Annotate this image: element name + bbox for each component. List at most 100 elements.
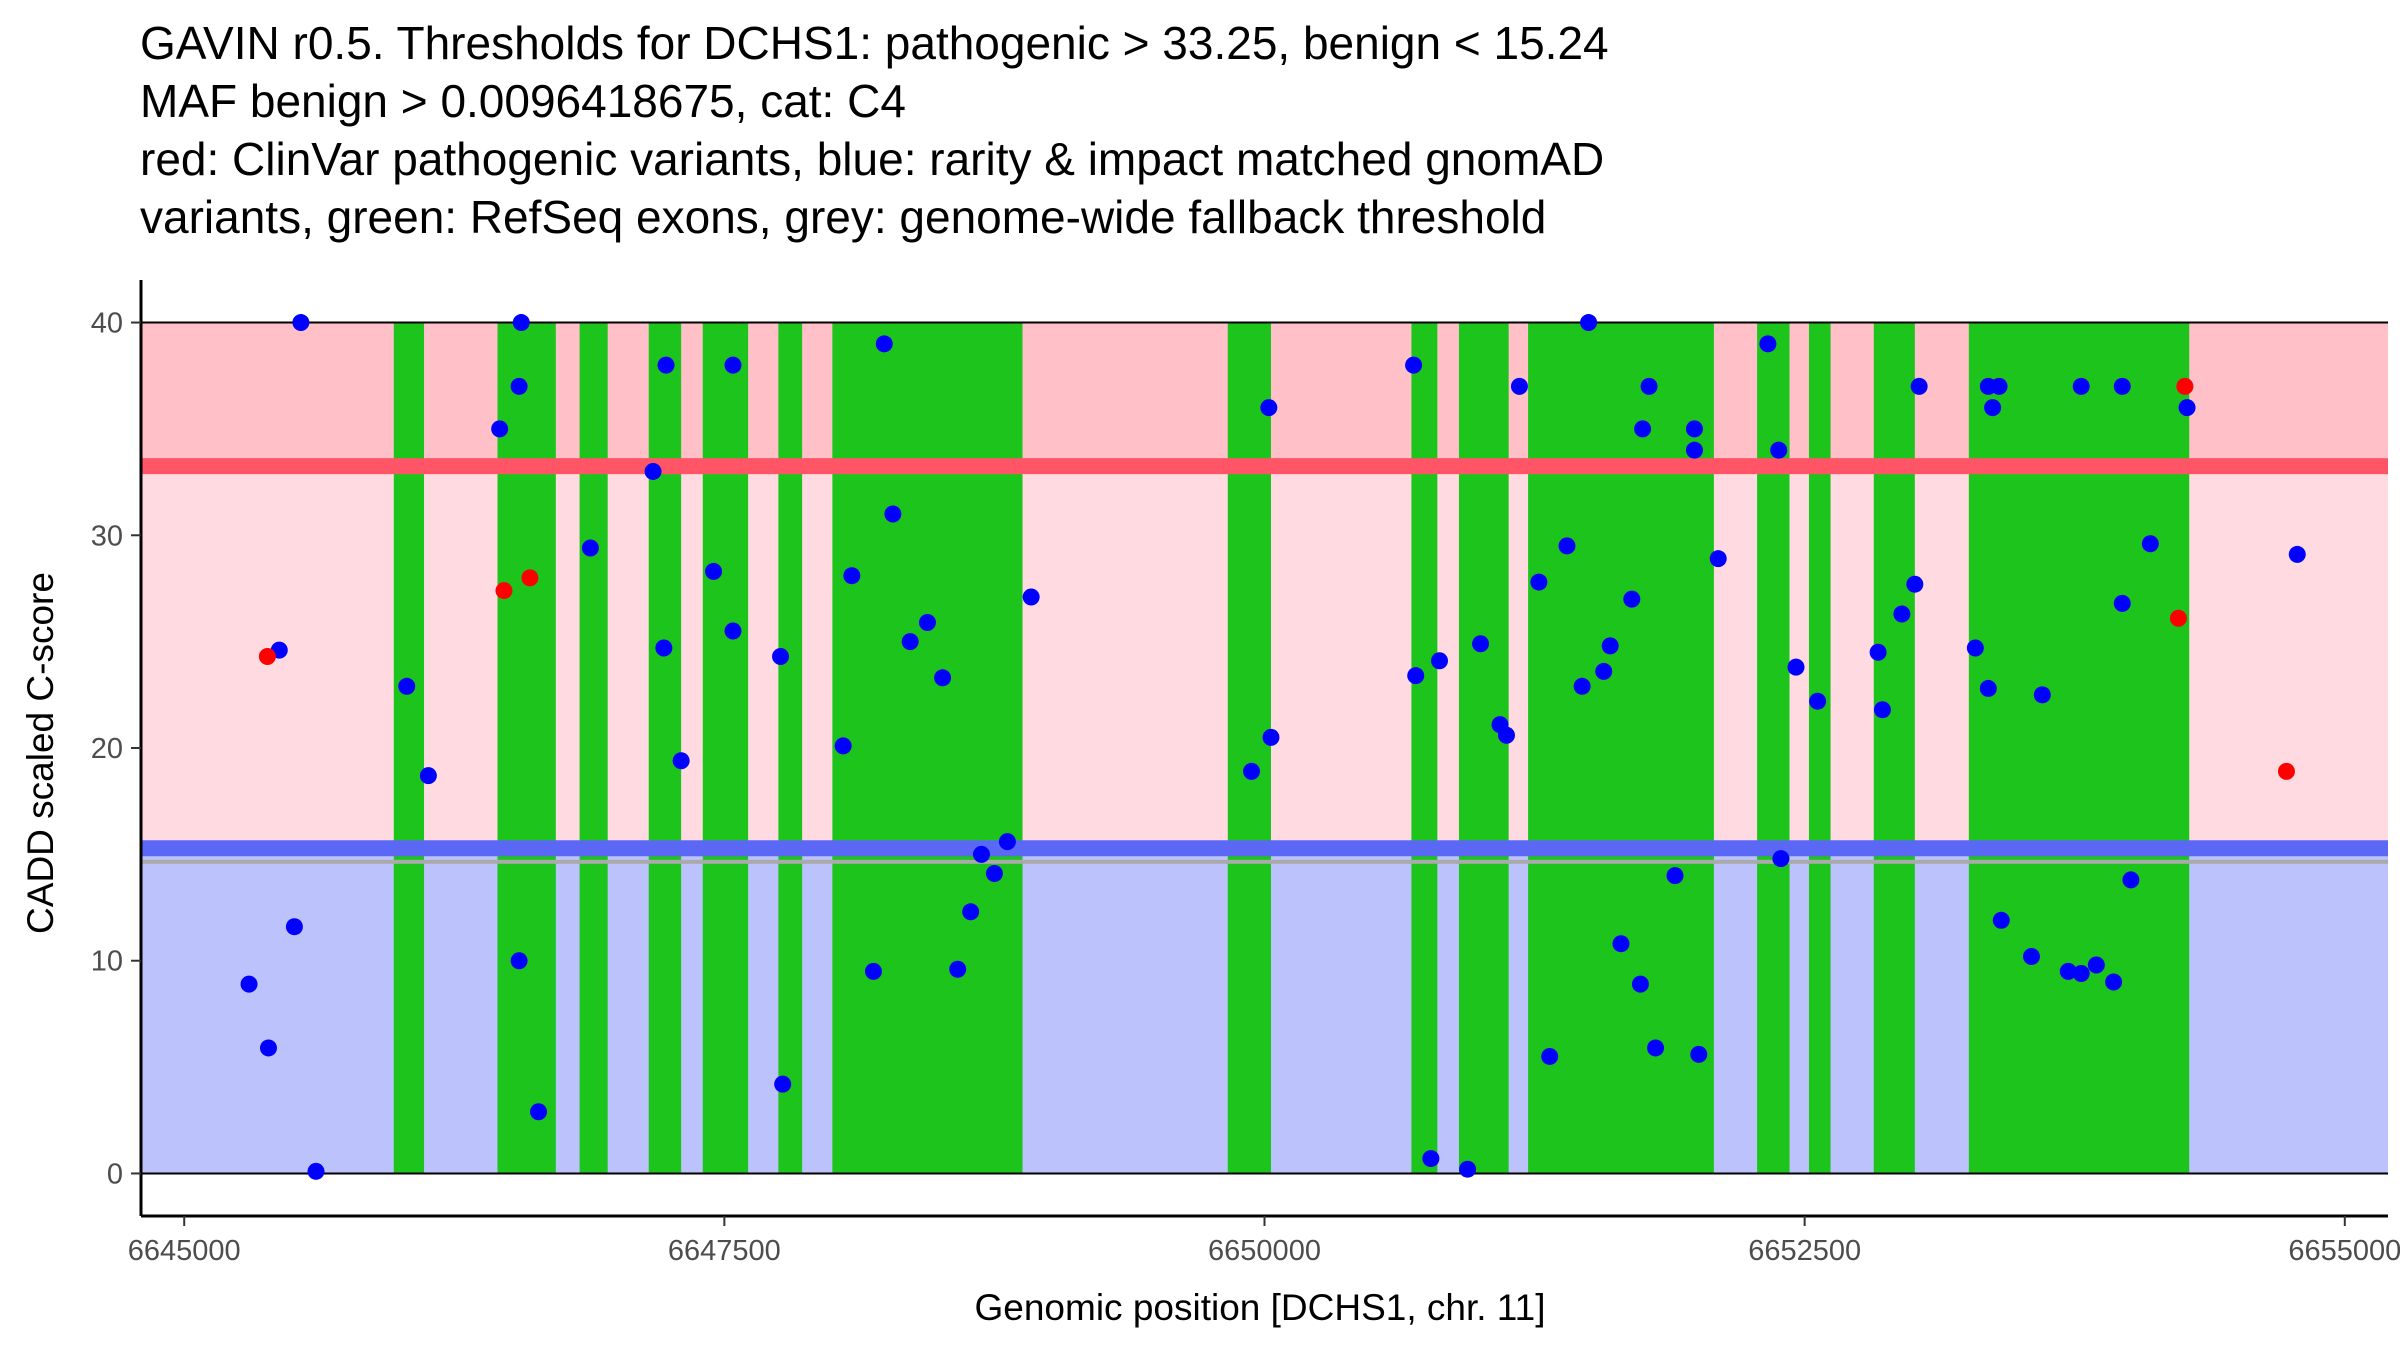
clinvar-point	[2169, 609, 2187, 627]
gnomad-point	[724, 356, 742, 374]
gnomad-point	[1623, 590, 1641, 608]
gnomad-point	[2113, 377, 2131, 395]
gnomad-point	[240, 975, 258, 993]
gnomad-point	[843, 567, 861, 585]
gnomad-point	[1459, 1160, 1477, 1178]
y-tick-label: 10	[91, 946, 123, 978]
gnomad-point	[2122, 871, 2140, 889]
x-tick-label: 6652500	[1748, 1235, 1861, 1267]
gnomad-point	[934, 669, 952, 687]
exon-bar-10	[1458, 322, 1509, 1174]
exon-bar-4	[648, 322, 682, 1174]
gnomad-point	[1530, 573, 1548, 591]
gnomad-point	[655, 639, 673, 657]
x-tick-label: 6650000	[1208, 1235, 1321, 1267]
gnomad-point	[530, 1103, 548, 1121]
x-tick-label: 6647500	[668, 1235, 781, 1267]
gnomad-point	[2288, 545, 2306, 563]
gnomad-point	[1685, 441, 1703, 459]
y-tick-label: 40	[91, 308, 123, 340]
gnomad-point	[1631, 975, 1649, 993]
gnomad-point	[1497, 726, 1515, 744]
gnomad-point	[2033, 686, 2051, 704]
gnomad-point	[1869, 643, 1887, 661]
title-line-4: variants, green: RefSeq exons, grey: gen…	[140, 191, 1547, 243]
exon-bar-5	[702, 322, 749, 1174]
clinvar-point	[495, 582, 513, 600]
y-axis-title: CADD scaled C-score	[20, 572, 61, 934]
y-tick-label: 30	[91, 520, 123, 552]
gnomad-point	[1407, 667, 1425, 685]
exon-bar-15	[1968, 322, 2190, 1174]
gnomad-point	[1260, 399, 1278, 417]
gnomad-point	[2105, 973, 2123, 991]
x-tick-label: 6645000	[128, 1235, 241, 1267]
y-tick-label: 20	[91, 733, 123, 765]
gnomad-point	[998, 833, 1016, 851]
exon-bar-2	[497, 322, 556, 1174]
gnomad-point	[1906, 575, 1924, 593]
gnomad-point	[1601, 637, 1619, 655]
clinvar-point	[2176, 377, 2194, 395]
gnomad-point	[1990, 377, 2008, 395]
gnomad-point	[1405, 356, 1423, 374]
exon-bar-6	[778, 322, 803, 1174]
gnomad-point	[1640, 377, 1658, 395]
gnomad-point	[1243, 762, 1261, 780]
gnomad-point	[510, 952, 528, 970]
gnomad-point	[949, 960, 967, 978]
gnomad-point	[918, 613, 936, 631]
gnomad-point	[875, 335, 893, 353]
gnomad-point	[1979, 679, 1997, 697]
gnomad-point	[2087, 956, 2105, 974]
gnomad-point	[901, 633, 919, 651]
exon-bar-7	[832, 322, 1023, 1174]
gnomad-point	[307, 1162, 325, 1180]
gnomad-point	[2072, 377, 2090, 395]
gnomad-point	[657, 356, 675, 374]
fallback-threshold-line	[141, 859, 2388, 864]
x-axis-title: Genomic position [DCHS1, chr. 11]	[974, 1287, 1545, 1328]
y-tick-label: 0	[107, 1158, 123, 1190]
exon-bar-3	[579, 322, 608, 1174]
gnomad-point	[2141, 535, 2159, 553]
title-line-1: GAVIN r0.5. Thresholds for DCHS1: pathog…	[140, 17, 1609, 69]
gnomad-point	[259, 1039, 277, 1057]
gnomad-point	[398, 677, 416, 695]
gnomad-point	[1770, 441, 1788, 459]
gnomad-point	[1580, 314, 1598, 332]
gnomad-point	[581, 539, 599, 557]
gnomad-point	[864, 962, 882, 980]
chart-title: GAVIN r0.5. Thresholds for DCHS1: pathog…	[140, 14, 1609, 246]
gnomad-point	[2072, 964, 2090, 982]
gnomad-point	[1910, 377, 1928, 395]
gnomad-point	[292, 314, 310, 332]
gnomad-point	[1595, 662, 1613, 680]
gnomad-point	[672, 752, 690, 770]
gnomad-point	[724, 622, 742, 640]
gnomad-point	[2059, 962, 2077, 980]
gnomad-point	[1634, 420, 1652, 438]
gnomad-point	[1772, 850, 1790, 868]
gnomad-point	[1647, 1039, 1665, 1057]
gnomad-point	[2178, 399, 2196, 417]
exon-bar-9	[1411, 322, 1438, 1174]
x-tick-label: 6655000	[2288, 1235, 2400, 1267]
gnomad-point	[419, 767, 437, 785]
gnomad-point	[2113, 594, 2131, 612]
gnomad-point	[512, 314, 530, 332]
exon-bar-8	[1227, 322, 1271, 1174]
benign-threshold-line	[141, 840, 2388, 857]
gnomad-point	[1510, 377, 1528, 395]
gnomad-point	[1992, 911, 2010, 929]
gnomad-point	[1873, 701, 1891, 719]
gnomad-point	[1690, 1045, 1708, 1063]
gnomad-point	[285, 918, 303, 936]
gnomad-point	[1431, 652, 1449, 670]
gnomad-point	[705, 562, 723, 580]
gnomad-point	[1984, 399, 2002, 417]
gnomad-point	[1893, 605, 1911, 623]
gnomad-point	[1685, 420, 1703, 438]
gnomad-point	[1666, 867, 1684, 885]
